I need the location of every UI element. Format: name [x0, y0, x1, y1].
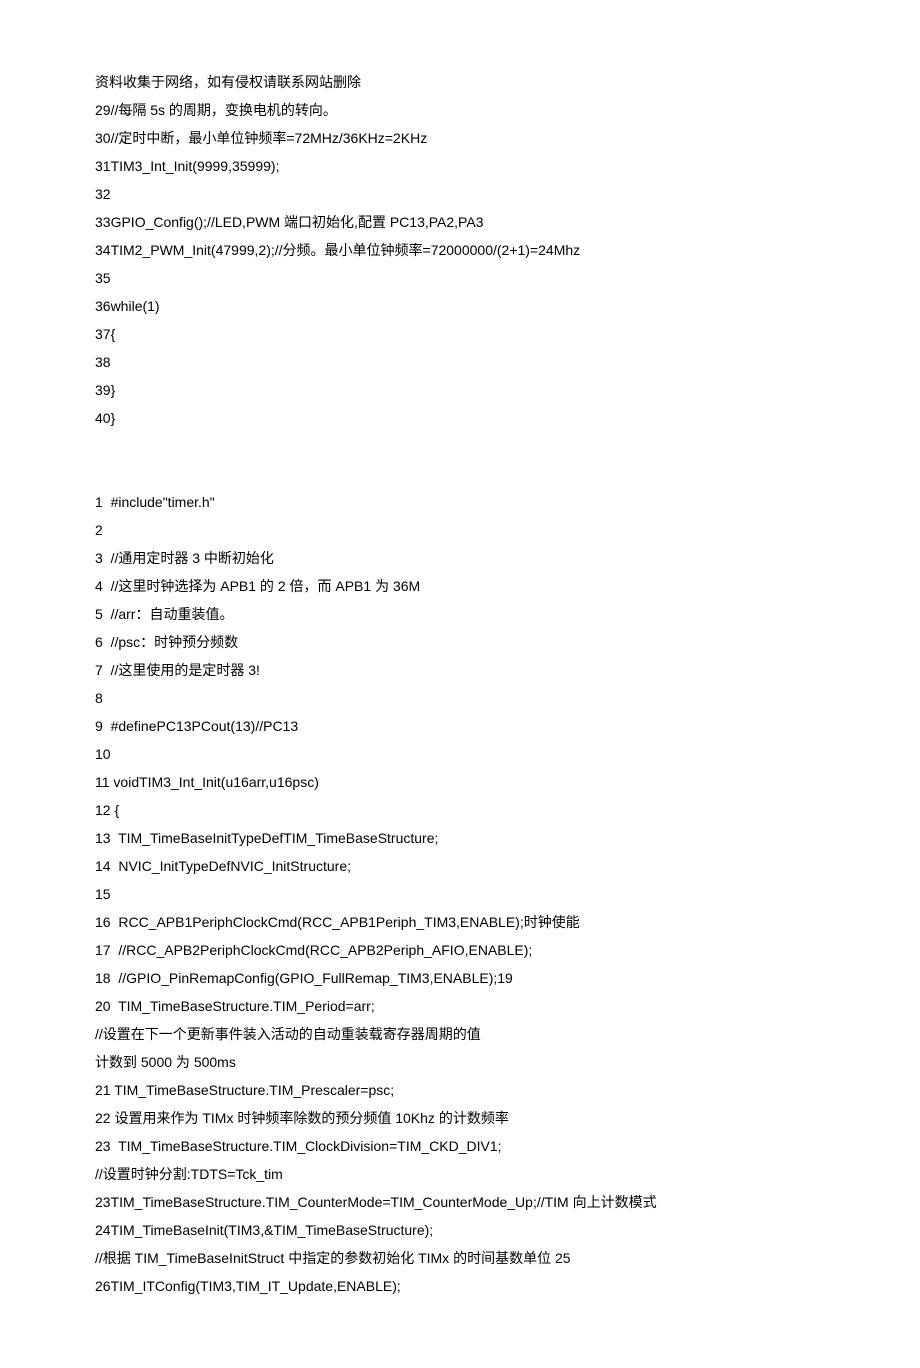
code-line: 15: [95, 880, 825, 908]
code-line: 40}: [95, 404, 825, 432]
code-line: 36while(1): [95, 292, 825, 320]
code-line: 11 voidTIM3_Int_Init(u16arr,u16psc): [95, 768, 825, 796]
code-line: 24TIM_TimeBaseInit(TIM3,&TIM_TimeBaseStr…: [95, 1216, 825, 1244]
code-line: 31TIM3_Int_Init(9999,35999);: [95, 152, 825, 180]
code-line: 3 //通用定时器 3 中断初始化: [95, 544, 825, 572]
code-line: 37{: [95, 320, 825, 348]
code-line: 18 //GPIO_PinRemapConfig(GPIO_FullRemap_…: [95, 964, 825, 992]
code-line: [95, 432, 825, 460]
code-line: 17 //RCC_APB2PeriphClockCmd(RCC_APB2Peri…: [95, 936, 825, 964]
code-line: 29//每隔 5s 的周期，变换电机的转向。: [95, 96, 825, 124]
code-line: 13 TIM_TimeBaseInitTypeDefTIM_TimeBaseSt…: [95, 824, 825, 852]
code-line: [95, 460, 825, 488]
code-line: 10: [95, 740, 825, 768]
code-line: 21 TIM_TimeBaseStructure.TIM_Prescaler=p…: [95, 1076, 825, 1104]
code-line: 16 RCC_APB1PeriphClockCmd(RCC_APB1Periph…: [95, 908, 825, 936]
code-line: 9 #definePC13PCout(13)//PC13: [95, 712, 825, 740]
code-line: //根据 TIM_TimeBaseInitStruct 中指定的参数初始化 TI…: [95, 1244, 825, 1272]
code-line: 5 //arr：自动重装值。: [95, 600, 825, 628]
code-line: 26TIM_ITConfig(TIM3,TIM_IT_Update,ENABLE…: [95, 1272, 825, 1300]
code-line: //设置在下一个更新事件装入活动的自动重装载寄存器周期的值: [95, 1020, 825, 1048]
code-line: 12 {: [95, 796, 825, 824]
code-line: 7 //这里使用的是定时器 3!: [95, 656, 825, 684]
code-line: 32: [95, 180, 825, 208]
code-line: 20 TIM_TimeBaseStructure.TIM_Period=arr;: [95, 992, 825, 1020]
code-line: 计数到 5000 为 500ms: [95, 1048, 825, 1076]
code-line: //设置时钟分割:TDTS=Tck_tim: [95, 1160, 825, 1188]
code-line: 34TIM2_PWM_Init(47999,2);//分频。最小单位钟频率=72…: [95, 236, 825, 264]
code-line: 6 //psc：时钟预分频数: [95, 628, 825, 656]
code-line: 35: [95, 264, 825, 292]
code-document: 资料收集于网络，如有侵权请联系网站删除29//每隔 5s 的周期，变换电机的转向…: [95, 68, 825, 1300]
code-line: 14 NVIC_InitTypeDefNVIC_InitStructure;: [95, 852, 825, 880]
code-line: 30//定时中断，最小单位钟频率=72MHz/36KHz=2KHz: [95, 124, 825, 152]
code-line: 8: [95, 684, 825, 712]
code-line: 33GPIO_Config();//LED,PWM 端口初始化,配置 PC13,…: [95, 208, 825, 236]
code-line: 4 //这里时钟选择为 APB1 的 2 倍，而 APB1 为 36M: [95, 572, 825, 600]
code-line: 23 TIM_TimeBaseStructure.TIM_ClockDivisi…: [95, 1132, 825, 1160]
code-line: 1 #include"timer.h": [95, 488, 825, 516]
code-line: 38: [95, 348, 825, 376]
code-line: 22 设置用来作为 TIMx 时钟频率除数的预分频值 10Khz 的计数频率: [95, 1104, 825, 1132]
code-line: 2: [95, 516, 825, 544]
code-line: 资料收集于网络，如有侵权请联系网站删除: [95, 68, 825, 96]
code-line: 23TIM_TimeBaseStructure.TIM_CounterMode=…: [95, 1188, 825, 1216]
code-line: 39}: [95, 376, 825, 404]
